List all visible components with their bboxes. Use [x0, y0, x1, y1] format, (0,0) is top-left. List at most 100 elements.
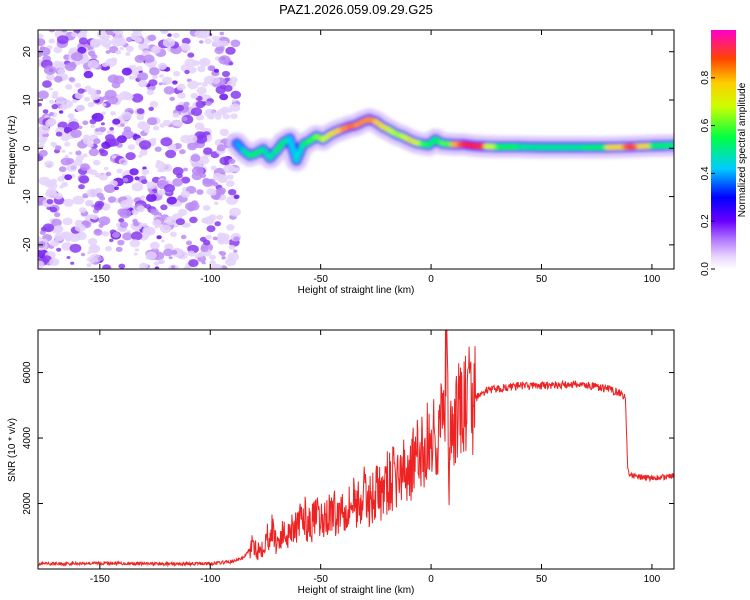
- noise-speckle: [149, 191, 155, 195]
- noise-speckle: [56, 35, 69, 45]
- noise-speckle: [188, 259, 199, 268]
- noise-speckle: [61, 149, 66, 153]
- noise-speckle: [151, 74, 158, 80]
- snr-x-tick-label: -150: [90, 574, 110, 585]
- spectrogram-x-tick-label: -150: [90, 274, 110, 285]
- noise-speckle: [65, 158, 75, 165]
- noise-speckle: [207, 178, 216, 185]
- noise-speckle: [150, 208, 159, 215]
- noise-speckle: [105, 171, 112, 177]
- noise-speckle: [55, 131, 63, 137]
- noise-speckle: [143, 128, 150, 133]
- noise-speckle: [118, 218, 125, 223]
- noise-speckle: [227, 174, 234, 180]
- noise-speckle: [173, 71, 181, 77]
- noise-speckle: [210, 263, 223, 269]
- noise-speckle: [204, 108, 216, 118]
- noise-speckle: [183, 167, 188, 172]
- noise-speckle: [197, 65, 206, 73]
- noise-speckle: [154, 146, 162, 152]
- noise-speckle: [150, 46, 161, 54]
- noise-speckle: [179, 149, 186, 155]
- noise-speckle: [158, 82, 163, 86]
- noise-speckle: [48, 182, 58, 190]
- noise-speckle: [78, 184, 85, 190]
- spectrogram-noise-region: [38, 30, 242, 269]
- noise-speckle: [186, 134, 198, 143]
- noise-speckle: [38, 38, 46, 47]
- noise-speckle: [160, 239, 165, 243]
- noise-speckle: [109, 127, 114, 131]
- spectrogram-x-tick-label: 0: [428, 274, 434, 285]
- noise-speckle: [95, 128, 100, 132]
- spectrogram-x-ticks: -150 -100 -50 0 50 100: [90, 30, 661, 285]
- noise-speckle: [118, 263, 126, 269]
- noise-speckle: [145, 204, 152, 210]
- noise-speckle: [51, 104, 59, 110]
- noise-speckle: [116, 135, 127, 144]
- noise-speckle: [199, 57, 211, 67]
- noise-speckle: [67, 121, 80, 130]
- noise-speckle: [157, 169, 162, 173]
- spectrogram-y-tick-label: 20: [22, 46, 33, 58]
- spectrogram-x-tick-label: 50: [536, 274, 548, 285]
- noise-speckle: [67, 113, 75, 119]
- snr-panel: -150 -100 -50 0 50 100 2000 4000 6000 Height of…: [7, 329, 675, 596]
- colorbar-gradient: [711, 30, 736, 269]
- noise-speckle: [102, 103, 107, 107]
- noise-speckle: [58, 61, 64, 65]
- noise-speckle: [45, 189, 58, 199]
- noise-speckle: [192, 60, 200, 66]
- noise-speckle: [203, 239, 211, 246]
- noise-speckle: [131, 182, 144, 192]
- noise-speckle: [223, 164, 235, 174]
- noise-speckle: [69, 243, 82, 253]
- noise-speckle: [83, 70, 94, 79]
- noise-speckle: [183, 265, 191, 269]
- noise-speckle: [229, 207, 241, 217]
- noise-speckle: [230, 39, 241, 48]
- noise-speckle: [125, 51, 131, 56]
- noise-speckle: [219, 128, 229, 137]
- noise-speckle: [77, 88, 85, 94]
- noise-speckle: [52, 91, 59, 96]
- noise-speckle: [87, 251, 92, 255]
- noise-speckle: [43, 65, 57, 75]
- noise-speckle: [56, 247, 62, 252]
- noise-speckle: [161, 76, 173, 85]
- noise-speckle: [122, 232, 133, 241]
- noise-speckle: [125, 45, 134, 52]
- snr-x-tick-label: -100: [200, 574, 220, 585]
- noise-speckle: [149, 101, 158, 108]
- noise-speckle: [102, 264, 111, 269]
- noise-speckle: [177, 92, 186, 99]
- noise-speckle: [194, 131, 205, 140]
- noise-speckle: [63, 198, 74, 207]
- noise-speckle: [100, 122, 105, 126]
- noise-speckle: [74, 82, 82, 88]
- noise-speckle: [219, 197, 224, 201]
- noise-speckle: [104, 184, 116, 194]
- noise-speckle: [194, 122, 205, 130]
- noise-speckle: [74, 92, 84, 100]
- noise-speckle: [175, 120, 183, 127]
- noise-speckle: [212, 236, 218, 241]
- noise-speckle: [107, 96, 119, 105]
- noise-speckle: [74, 223, 86, 232]
- noise-speckle: [112, 231, 120, 238]
- noise-speckle: [177, 208, 188, 216]
- noise-speckle: [205, 101, 212, 106]
- noise-speckle: [225, 180, 235, 187]
- noise-speckle: [115, 31, 120, 35]
- noise-speckle: [114, 186, 119, 191]
- noise-speckle: [136, 205, 145, 213]
- noise-speckle: [219, 156, 231, 166]
- noise-speckle: [64, 154, 70, 159]
- noise-speckle: [152, 219, 162, 227]
- noise-speckle: [98, 126, 106, 133]
- noise-speckle: [83, 96, 91, 102]
- noise-speckle: [39, 149, 48, 157]
- noise-speckle: [50, 239, 60, 247]
- noise-speckle: [211, 77, 221, 84]
- noise-speckle: [213, 68, 219, 73]
